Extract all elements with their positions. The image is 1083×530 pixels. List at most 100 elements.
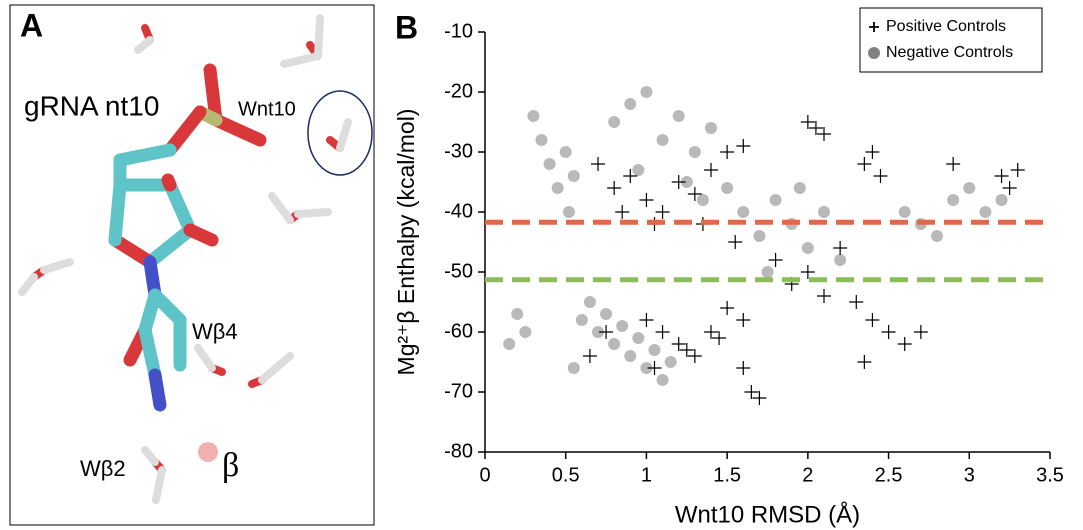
- point: [979, 206, 992, 218]
- point: [607, 181, 622, 195]
- point: [898, 206, 911, 218]
- point: [1002, 181, 1017, 195]
- y-tick-label: -30: [444, 140, 473, 162]
- point: [704, 163, 718, 177]
- point: [834, 254, 847, 266]
- point: [608, 338, 621, 350]
- point: [582, 349, 597, 363]
- point: [897, 337, 912, 351]
- water-molecules: [18, 14, 352, 504]
- legend-label: Positive Controls: [886, 18, 1006, 35]
- point: [679, 343, 694, 357]
- x-tick-label: 2: [802, 464, 813, 486]
- point: [687, 349, 702, 363]
- point: [769, 194, 782, 206]
- structure-label: Wβ2: [80, 456, 126, 481]
- point: [655, 205, 670, 219]
- point: [873, 169, 888, 183]
- point: [857, 355, 872, 369]
- point: [817, 289, 831, 303]
- x-tick-label: 3.5: [1036, 464, 1064, 486]
- point: [655, 325, 670, 339]
- point: [624, 98, 637, 110]
- point: [600, 308, 613, 320]
- point: [672, 110, 685, 122]
- point: [543, 158, 556, 170]
- structure-label: β: [222, 447, 239, 484]
- point: [687, 187, 702, 201]
- legend-label: Negative Controls: [886, 44, 1013, 61]
- point: [849, 295, 864, 309]
- x-tick-label: 3: [964, 464, 975, 486]
- structure-label: gRNA nt10: [24, 90, 159, 121]
- point: [567, 170, 580, 182]
- point: [800, 115, 815, 129]
- structure-label: Wβ4: [192, 319, 238, 344]
- point: [808, 121, 823, 135]
- y-tick-label: -20: [444, 80, 473, 102]
- point: [947, 194, 960, 206]
- point: [793, 182, 806, 194]
- point: [656, 374, 669, 386]
- point: [736, 361, 751, 375]
- point: [818, 206, 830, 218]
- point: [761, 266, 774, 278]
- point: [720, 145, 735, 159]
- point: [664, 356, 677, 368]
- point: [768, 253, 783, 267]
- x-tick-label: 0.5: [552, 464, 580, 486]
- point: [535, 134, 548, 146]
- point: [647, 361, 662, 375]
- point: [639, 193, 654, 207]
- point: [551, 182, 564, 194]
- legend-marker: [868, 47, 880, 59]
- point: [640, 362, 653, 374]
- point: [881, 325, 896, 339]
- point: [857, 157, 872, 171]
- y-tick-label: -80: [444, 440, 473, 462]
- point: [632, 164, 645, 176]
- point: [624, 350, 637, 362]
- point: [712, 331, 727, 345]
- point: [946, 157, 961, 171]
- point: [737, 206, 750, 218]
- point: [616, 320, 629, 332]
- point: [721, 182, 734, 194]
- point: [615, 205, 630, 219]
- point: [705, 122, 717, 134]
- point: [931, 230, 943, 242]
- point: [656, 134, 669, 146]
- point: [671, 337, 686, 351]
- point: [562, 206, 575, 218]
- point: [704, 325, 718, 339]
- x-tick-label: 2.5: [875, 464, 903, 486]
- legend-marker: [869, 22, 879, 32]
- point: [913, 325, 928, 339]
- point: [671, 175, 686, 189]
- point: [752, 391, 767, 405]
- y-tick-label: -40: [444, 200, 473, 222]
- point: [591, 157, 605, 171]
- point: [559, 146, 572, 158]
- point: [865, 145, 880, 159]
- point: [519, 326, 532, 338]
- point: [736, 139, 751, 153]
- point: [801, 242, 814, 254]
- point: [995, 194, 1008, 206]
- point: [511, 308, 524, 320]
- point: [527, 110, 540, 122]
- x-tick-label: 1.5: [713, 464, 741, 486]
- point: [1010, 163, 1025, 177]
- y-tick-label: -10: [444, 20, 473, 42]
- point: [639, 313, 654, 327]
- nucleotide: [108, 63, 267, 412]
- point: [833, 241, 848, 255]
- point: [753, 230, 766, 242]
- x-tick-label: 0: [479, 464, 490, 486]
- point: [632, 332, 645, 344]
- point: [680, 176, 693, 188]
- y-axis-label: Mg²⁺β Enthalpy (kcal/mol): [393, 109, 419, 376]
- point: [583, 296, 596, 308]
- y-tick-label: -70: [444, 380, 473, 402]
